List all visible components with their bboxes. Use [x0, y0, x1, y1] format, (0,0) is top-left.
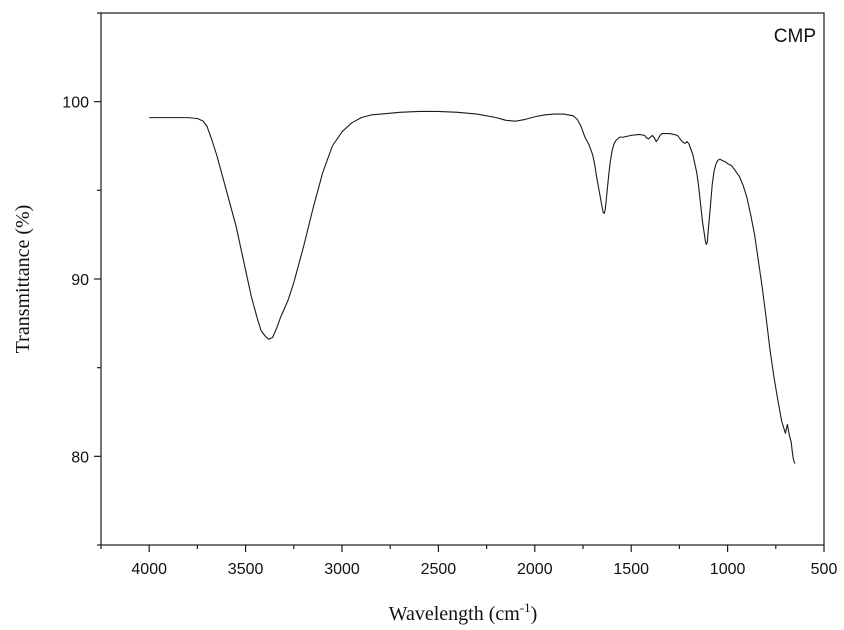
x-tick-label: 500: [811, 561, 838, 578]
x-tick-label: 1500: [613, 561, 649, 578]
x-axis-title-suffix: ): [531, 603, 538, 625]
y-tick-label: 90: [71, 272, 89, 289]
plot-frame: [100, 12, 825, 546]
legend-label: CMP: [774, 26, 816, 47]
x-axis-tick-labels: 4000 3500 3000 2500 2000 1500 1000 500: [131, 561, 837, 578]
x-tick-label: 4000: [131, 561, 167, 578]
x-axis-title-superscript: -1: [520, 600, 531, 615]
x-axis-title-main: Wavelength (cm: [389, 603, 521, 625]
x-axis-title: Wavelength (cm-1): [389, 600, 538, 625]
y-axis-title: Transmittance (%): [12, 205, 34, 354]
x-tick-label: 1000: [710, 561, 746, 578]
x-tick-label: 2500: [421, 561, 457, 578]
y-axis-tick-labels: 80 90 100: [62, 95, 89, 467]
x-axis-ticks: [100, 545, 825, 552]
y-axis-ticks: [94, 12, 101, 546]
x-tick-label: 3500: [228, 561, 264, 578]
transmittance-line: [149, 110, 796, 464]
x-tick-label: 3000: [324, 561, 360, 578]
y-tick-label: 80: [71, 449, 89, 466]
x-tick-label: 2000: [517, 561, 553, 578]
y-tick-label: 100: [62, 95, 89, 112]
